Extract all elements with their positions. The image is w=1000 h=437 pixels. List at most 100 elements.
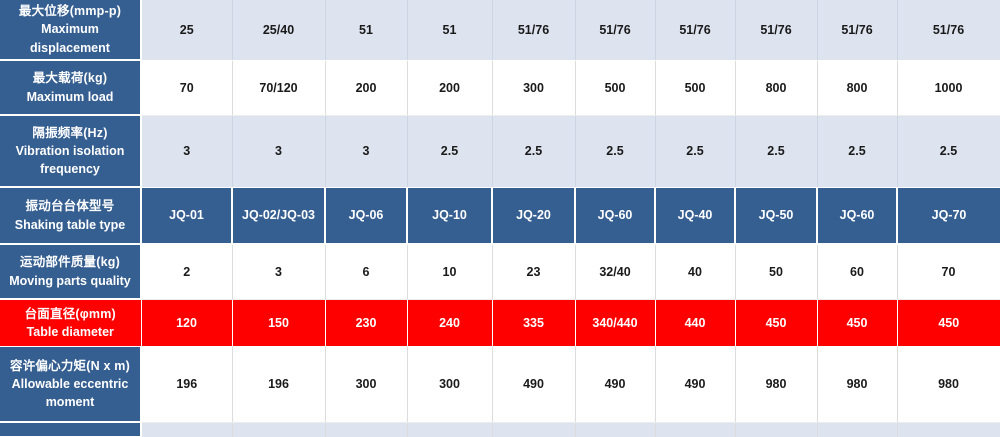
table-row: 最大位移(mmp-p) Maximum displacement 25 25/40 51… [0, 0, 1000, 61]
table-cell: JQ-60 [575, 187, 656, 245]
table-cell [817, 422, 898, 437]
table-cell: 2.5 [492, 115, 576, 188]
table-cell: 2.5 [897, 115, 1000, 188]
table-cell: 200 [407, 60, 493, 116]
table-cell: 25 [141, 0, 233, 61]
table-cell: 51 [407, 0, 493, 61]
table-cell: 196 [232, 346, 326, 423]
row-label-cell [0, 422, 142, 437]
table-cell: JQ-10 [407, 187, 493, 245]
table-cell: JQ-70 [897, 187, 1000, 245]
table-cell: 3 [325, 115, 408, 188]
row-label-en: Maximum displacement [30, 22, 110, 55]
table-cell: 3 [141, 115, 233, 188]
table-cell: 980 [735, 346, 818, 423]
table-cell: 70/120 [232, 60, 326, 116]
table-cell: 51/76 [575, 0, 656, 61]
table-cell: 51/76 [655, 0, 736, 61]
table-cell: 450 [817, 299, 898, 347]
table-cell: 450 [897, 299, 1000, 347]
table-cell: 440 [655, 299, 736, 347]
table-cell: 51 [325, 0, 408, 61]
table-cell: 450 [735, 299, 818, 347]
table-cell: 51/76 [735, 0, 818, 61]
table-cell: 490 [655, 346, 736, 423]
table-cell: 2.5 [817, 115, 898, 188]
table-cell: 980 [897, 346, 1000, 423]
table-cell: 51/76 [492, 0, 576, 61]
table-cell: 230 [325, 299, 408, 347]
table-cell [897, 422, 1000, 437]
row-label-cell: 运动部件质量(kg) Moving parts quality [0, 244, 142, 300]
table-cell: 51/76 [897, 0, 1000, 61]
table-cell: JQ-60 [817, 187, 898, 245]
table-cell: 3 [232, 244, 326, 300]
table-cell: 51/76 [817, 0, 898, 61]
table-cell: 2.5 [655, 115, 736, 188]
table-cell [325, 422, 408, 437]
table-cell: 70 [897, 244, 1000, 300]
row-label-cell: 最大载荷(kg) Maximum load [0, 60, 142, 116]
table-cell [575, 422, 656, 437]
row-label-zh: 运动部件质量(kg) [20, 255, 120, 270]
table-row: 隔振频率(Hz) Vibration isolation frequency 3 3 3… [0, 115, 1000, 188]
table-cell: JQ-40 [655, 187, 736, 245]
row-label-zh: 容许偏心力矩(N x m) [10, 358, 130, 373]
table-row: 最大载荷(kg) Maximum load 70 70/120 200 200 300 500… [0, 60, 1000, 116]
table-row [0, 422, 1000, 437]
row-label-zh: 振动台台体型号 [25, 199, 115, 214]
row-label-zh: 隔振频率(Hz) [32, 125, 108, 140]
row-label-cell: 振动台台体型号 Shaking table type [0, 187, 142, 245]
table-cell: 300 [492, 60, 576, 116]
row-label-zh: 最大位移(mmp-p) [18, 4, 122, 19]
table-cell: 6 [325, 244, 408, 300]
row-label-en: Vibration isolation frequency [15, 143, 125, 177]
table-cell: 300 [407, 346, 493, 423]
table-row: 台面直径(φmm) Table diameter 120 150 230 240 335 34… [0, 299, 1000, 347]
table-cell: 3 [232, 115, 326, 188]
table-cell: 2.5 [407, 115, 493, 188]
table-cell: 800 [817, 60, 898, 116]
table-cell [141, 422, 233, 437]
row-label-zh: 最大载荷(kg) [32, 71, 108, 86]
row-label-en: Allowable eccentric moment [11, 376, 129, 409]
row-label-en: Table diameter [26, 324, 114, 339]
table-cell: 1000 [897, 60, 1000, 116]
row-label-zh: 台面直径(φmm) [24, 306, 116, 321]
table-cell: 340/440 [575, 299, 656, 347]
table-cell: 50 [735, 244, 818, 300]
table-cell: 200 [325, 60, 408, 116]
row-label-en: Maximum load [26, 89, 114, 104]
table-cell: JQ-01 [141, 187, 233, 245]
table-cell: 196 [141, 346, 233, 423]
table-cell: JQ-02/JQ-03 [232, 187, 326, 245]
table-cell: 32/40 [575, 244, 656, 300]
row-label-cell: 最大位移(mmp-p) Maximum displacement [0, 0, 142, 61]
row-label-cell: 隔振频率(Hz) Vibration isolation frequency [0, 115, 142, 188]
table-cell: 300 [325, 346, 408, 423]
row-label-cell: 台面直径(φmm) Table diameter [0, 299, 142, 347]
table-cell: 70 [141, 60, 233, 116]
table-cell: 500 [575, 60, 656, 116]
table-cell: 980 [817, 346, 898, 423]
table-cell: 25/40 [232, 0, 326, 61]
table-cell [492, 422, 576, 437]
table-cell: 800 [735, 60, 818, 116]
row-label-en: Shaking table type [14, 217, 126, 232]
table-cell: 2.5 [575, 115, 656, 188]
table-cell: 500 [655, 60, 736, 116]
table-row: 振动台台体型号 Shaking table type JQ-01 JQ-02/JQ-0… [0, 187, 1000, 245]
table-cell: 335 [492, 299, 576, 347]
table-cell: 150 [232, 299, 326, 347]
table-cell [735, 422, 818, 437]
table-cell [232, 422, 326, 437]
table-row: 容许偏心力矩(N x m) Allowable eccentric moment 1… [0, 346, 1000, 423]
table-cell [407, 422, 493, 437]
table-cell: JQ-50 [735, 187, 818, 245]
table-cell: 490 [575, 346, 656, 423]
table-cell: 2 [141, 244, 233, 300]
table-cell: 490 [492, 346, 576, 423]
table-cell: 60 [817, 244, 898, 300]
